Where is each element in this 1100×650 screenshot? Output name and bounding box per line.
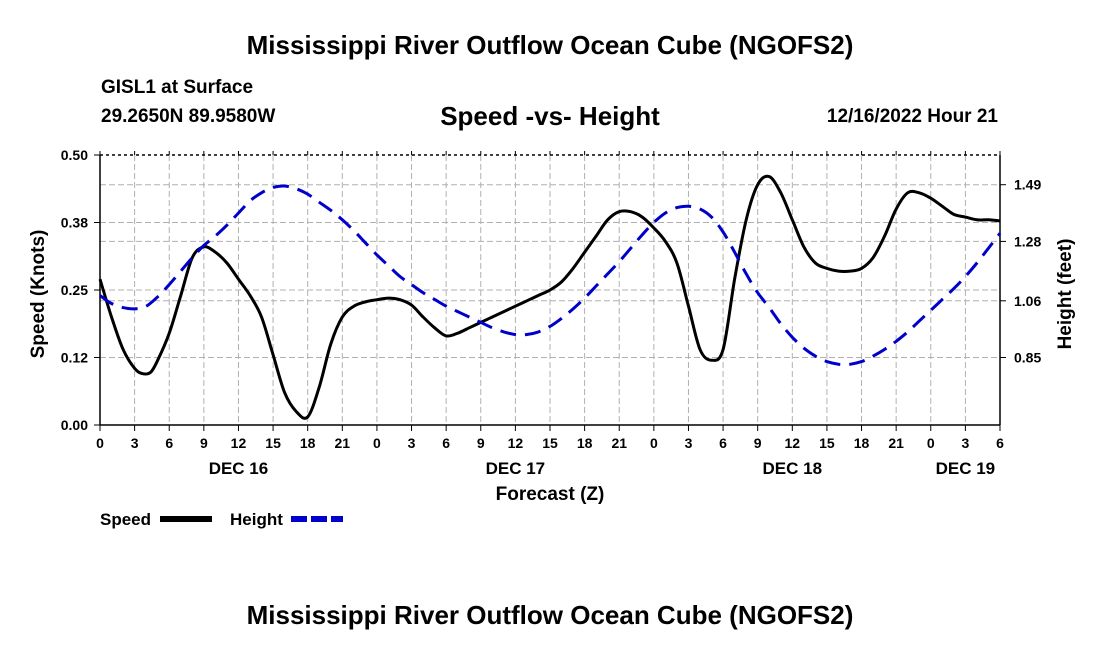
x-tick-label: 21	[888, 435, 904, 451]
day-label: DEC 17	[486, 459, 546, 478]
x-tick-label: 21	[611, 435, 627, 451]
x-tick-label: 15	[819, 435, 835, 451]
y2-tick-label: 0.85	[1014, 350, 1041, 366]
x-tick-label: 9	[754, 435, 762, 451]
axes	[94, 151, 1006, 431]
legend: Speed Height	[100, 510, 343, 529]
speed-series-line	[98, 174, 1001, 420]
x-tick-label: 0	[96, 435, 104, 451]
x-tick-label: 12	[785, 435, 801, 451]
day-label: DEC 18	[763, 459, 823, 478]
x-tick-label: 6	[719, 435, 727, 451]
series-lines	[98, 174, 1002, 420]
y-tick-label: 0.12	[61, 350, 88, 366]
x-tick-label: 3	[131, 435, 139, 451]
x-tick-label: 12	[508, 435, 524, 451]
x-axis-title: Forecast (Z)	[496, 484, 605, 505]
axis-labels: 0 3 6 9 12 15 18 21 0 3 6 9 12 15 18 21 0 3 6 9 12 15 18 21 0 3 6 0…	[28, 147, 1076, 505]
day-label: DEC 16	[209, 459, 269, 478]
y2-tick-label: 1.28	[1014, 233, 1041, 249]
height-series-line	[99, 184, 1002, 367]
x-tick-label: 18	[300, 435, 316, 451]
second-chart-title: Mississippi River Outflow Ocean Cube (NG…	[246, 600, 854, 630]
x-tick-label: 9	[200, 435, 208, 451]
x-tick-label: 6	[442, 435, 450, 451]
y2-tick-label: 1.49	[1014, 177, 1041, 193]
y2-tick-label: 1.06	[1014, 293, 1041, 309]
x-tick-label: 21	[335, 435, 351, 451]
legend-height-label: Height	[230, 510, 283, 529]
y-tick-label: 0.50	[61, 147, 88, 163]
forecast-datetime: 12/16/2022 Hour 21	[826, 106, 998, 127]
x-tick-label: 3	[685, 435, 693, 451]
x-tick-label: 0	[650, 435, 658, 451]
y-tick-label: 0.25	[61, 282, 88, 298]
x-tick-label: 6	[996, 435, 1004, 451]
y-tick-label: 0.00	[61, 417, 88, 433]
x-tick-label: 6	[165, 435, 173, 451]
x-tick-label: 18	[577, 435, 593, 451]
x-tick-label: 0	[927, 435, 935, 451]
station-label: GISL1 at Surface	[101, 77, 254, 98]
y-axis-title: Speed (Knots)	[28, 230, 49, 359]
grid-lines	[100, 155, 1000, 425]
main-title: Mississippi River Outflow Ocean Cube (NG…	[246, 30, 854, 60]
y2-axis-title: Height (feet)	[1055, 239, 1076, 350]
x-tick-label: 12	[231, 435, 247, 451]
y-tick-label: 0.38	[61, 215, 88, 231]
x-tick-label: 0	[373, 435, 381, 451]
x-tick-label: 15	[265, 435, 281, 451]
x-tick-label: 3	[961, 435, 969, 451]
day-label: DEC 19	[936, 459, 996, 478]
x-tick-label: 3	[408, 435, 416, 451]
x-tick-label: 18	[854, 435, 870, 451]
legend-speed-label: Speed	[100, 510, 151, 529]
chart-subtitle: Speed -vs- Height	[440, 101, 660, 131]
station-coordinates: 29.2650N 89.9580W	[101, 106, 276, 127]
x-tick-label: 9	[477, 435, 485, 451]
x-tick-label: 15	[542, 435, 558, 451]
